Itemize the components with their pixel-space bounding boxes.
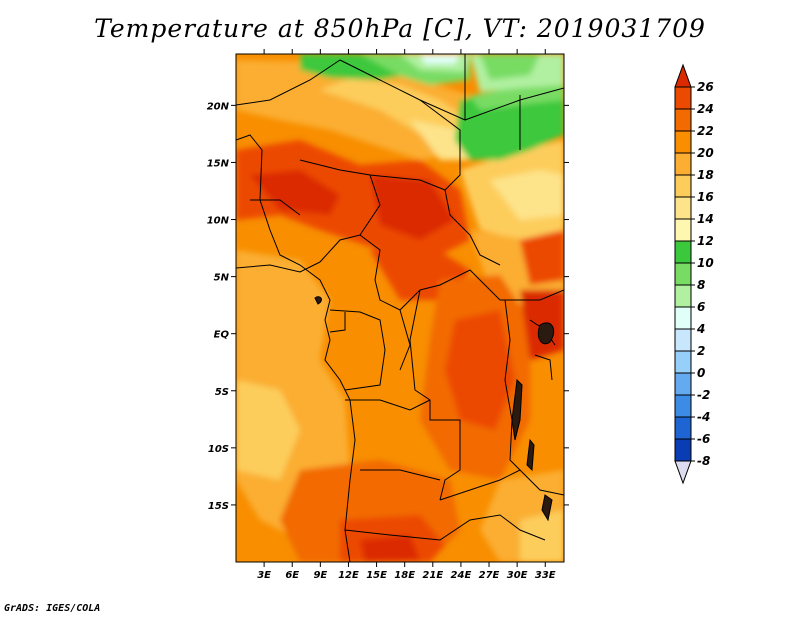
colorbar-swatch: [674, 372, 692, 396]
lat-tick-label: 20N: [207, 101, 230, 112]
lat-tick-label: EQ: [214, 330, 230, 341]
lat-tick-label: 5N: [214, 273, 230, 284]
colorbar-level-label: 14: [697, 212, 714, 226]
colorbar-level-label: 20: [697, 146, 714, 160]
colorbar-swatch: [674, 416, 692, 440]
colorbar-cap-bottom: [674, 460, 692, 485]
colorbar-swatch: [674, 240, 692, 264]
lon-tick-label: 6E: [285, 570, 299, 581]
colorbar-swatch: [674, 394, 692, 418]
colorbar-level-label: 12: [697, 234, 714, 248]
lat-tick-label: 5S: [215, 387, 229, 398]
colorbar-swatch: [674, 350, 692, 374]
lon-tick-label: 33E: [535, 570, 556, 581]
map-axis-labels: 20N 15N 10N 5N EQ 5S 10S 15S 3E 6E 9E 12E 15E 18E 21E 2…: [207, 101, 556, 581]
colorbar-swatch: [674, 218, 692, 242]
colorbar-swatch: [674, 306, 692, 330]
colorbar-level-label: 10: [697, 256, 714, 270]
colorbar-level-label: -4: [697, 410, 710, 424]
lon-tick-label: 24E: [451, 570, 472, 581]
colorbar-level-label: 16: [697, 190, 714, 204]
colorbar-level-label: 8: [697, 278, 705, 292]
lon-tick-label: 21E: [422, 570, 443, 581]
colorbar-level-label: 22: [697, 124, 714, 138]
lon-tick-label: 30E: [507, 570, 528, 581]
colorbar-level-label: 18: [697, 168, 714, 182]
colorbar-swatch: [674, 328, 692, 352]
lat-tick-label: 15S: [208, 501, 229, 512]
lat-tick-label: 10S: [208, 444, 229, 455]
colorbar-level-label: 24: [697, 102, 714, 116]
grads-credit: GrADS: IGES/COLA: [4, 603, 101, 614]
colorbar-level-label: 2: [697, 344, 705, 358]
colorbar-level-label: 0: [697, 366, 705, 380]
colorbar-level-label: 26: [697, 80, 714, 94]
lon-tick-label: 3E: [257, 570, 271, 581]
colorbar-level-label: -8: [697, 454, 710, 468]
lon-tick-label: 18E: [394, 570, 415, 581]
colorbar-swatch: [674, 174, 692, 198]
colorbar-level-label: -6: [697, 432, 710, 446]
lon-tick-label: 27E: [479, 570, 500, 581]
lon-tick-label: 15E: [366, 570, 387, 581]
colorbar-level-label: 6: [697, 300, 705, 314]
temperature-field: [236, 54, 564, 562]
colorbar-swatch: [674, 86, 692, 110]
lon-tick-label: 9E: [313, 570, 327, 581]
colorbar-swatch: [674, 284, 692, 308]
colorbar-level-label: 4: [696, 322, 705, 336]
colorbar-cap-top: [674, 63, 692, 88]
map-frame: [235, 53, 565, 563]
colorbar-swatch: [674, 152, 692, 176]
country-borders: [236, 54, 564, 562]
colorbar-swatch: [674, 108, 692, 132]
colorbar-swatch: [674, 130, 692, 154]
lon-tick-label: 12E: [338, 570, 359, 581]
lakes: [314, 296, 555, 522]
map-axes: [231, 49, 569, 567]
colorbar-level-label: -2: [697, 388, 710, 402]
lat-tick-label: 15N: [207, 158, 230, 169]
colorbar-swatch: [674, 438, 692, 462]
colorbar-swatch: [674, 262, 692, 286]
colorbar-swatch: [674, 196, 692, 220]
map-title: Temperature at 850hPa [C], VT: 201903170…: [94, 14, 706, 43]
lat-tick-label: 10N: [207, 216, 230, 227]
colorbar: [674, 63, 695, 485]
